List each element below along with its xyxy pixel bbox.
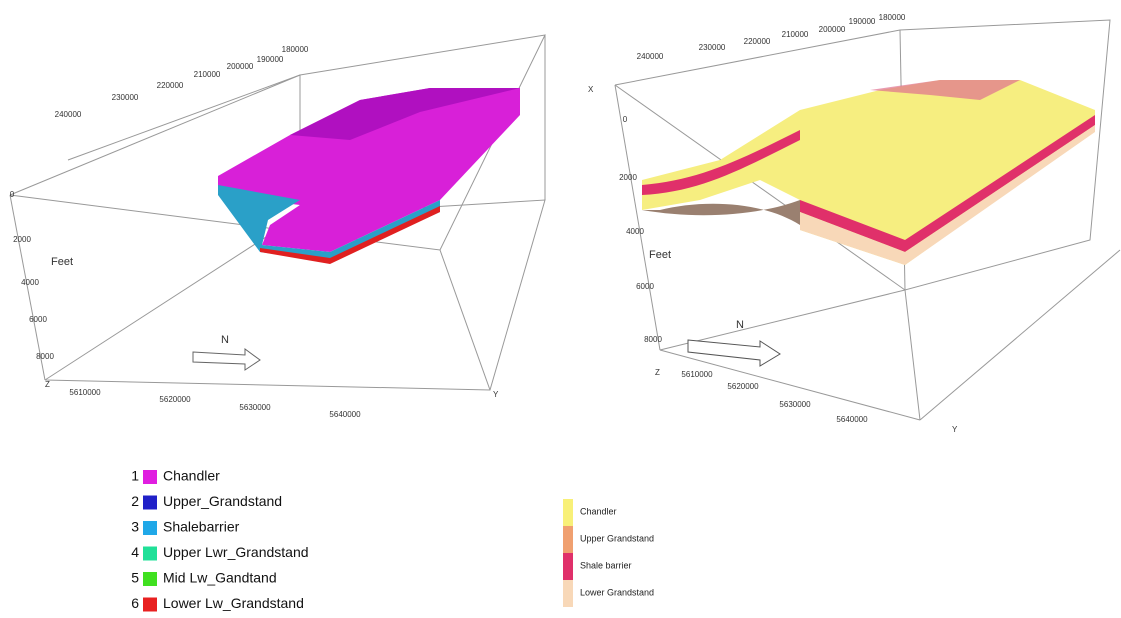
legend-number: 4 [131,544,139,560]
x-tick-label: 230000 [112,93,139,102]
x-axis-label: X [588,85,594,94]
legend-number: 3 [131,519,139,535]
legend-label: Shale barrier [580,560,632,570]
y-tick-label: 5640000 [329,410,361,419]
legend-label: Upper_Grandstand [163,493,282,509]
x-tick-label: 230000 [699,43,726,52]
x-tick-label: 220000 [744,37,771,46]
figure: 2400002300002200002100002000001900001800… [0,0,1121,613]
legend-number: 6 [131,595,139,611]
x-tick-label: 240000 [55,110,82,119]
legend-swatch [143,521,157,535]
legend-label: Chandler [580,506,617,516]
x-tick-label: 220000 [157,81,184,90]
y-tick-label: 5640000 [836,415,868,424]
legend-swatch [143,572,157,586]
legend-number: 1 [131,468,139,484]
depth-tick-label: 6000 [29,315,47,324]
depth-label: Feet [51,256,73,268]
y-axis-label: Y [493,390,499,399]
legend-swatch [143,547,157,561]
legend-swatch [563,526,573,553]
legend-swatch [143,598,157,612]
x-tick-label: 240000 [637,52,664,61]
depth-tick-label: 6000 [636,282,654,291]
x-tick-label: 180000 [879,13,906,22]
depth-label: Feet [649,249,671,261]
north-arrow [688,340,780,366]
x-tick-label: 180000 [282,45,309,54]
depth-tick-label: 2000 [619,173,637,182]
legend-swatch [143,470,157,484]
x-tick-label: 200000 [819,25,846,34]
x-tick-label: 210000 [194,70,221,79]
y-tick-label: 5610000 [681,370,713,379]
y-tick-label: 5610000 [69,388,101,397]
legend-label: Lower Lw_Grandstand [163,595,304,611]
legend-swatch [563,580,573,607]
y-tick-label: 5620000 [727,382,759,391]
north-label: N [221,334,229,346]
x-tick-label: 190000 [257,55,284,64]
legend-number: 5 [131,570,139,586]
legend-label: Shalebarrier [163,519,240,535]
legend-swatch [563,499,573,526]
y-tick-label: 5630000 [779,400,811,409]
y-tick-label: 5620000 [159,395,191,404]
north-arrow [193,349,260,370]
legend-number: 2 [131,493,139,509]
depth-tick-label: 0 [623,115,628,124]
z-axis-label: Z [655,368,660,377]
north-label: N [736,319,744,331]
depth-tick-label: 4000 [626,227,644,236]
legend-label: Chandler [163,468,220,484]
legend-label: Mid Lw_Gandtand [163,570,277,586]
depth-tick-label: 8000 [36,352,54,361]
x-tick-label: 190000 [849,17,876,26]
y-axis-label: Y [952,425,958,434]
depth-tick-label: 4000 [21,278,39,287]
legend-swatch [143,496,157,510]
depth-tick-label: 2000 [13,235,31,244]
legend-swatch [563,553,573,580]
depth-tick-label: 8000 [644,335,662,344]
legend-label: Upper Lwr_Grandstand [163,544,309,560]
x-tick-label: 210000 [782,30,809,39]
legend-label: Lower Grandstand [580,587,654,597]
legend-label: Upper Grandstand [580,533,654,543]
z-axis-label: Z [45,380,50,389]
right-box [615,20,1120,420]
left-box [10,35,545,390]
x-tick-label: 200000 [227,62,254,71]
y-tick-label: 5630000 [239,403,271,412]
depth-tick-label: 0 [10,190,15,199]
